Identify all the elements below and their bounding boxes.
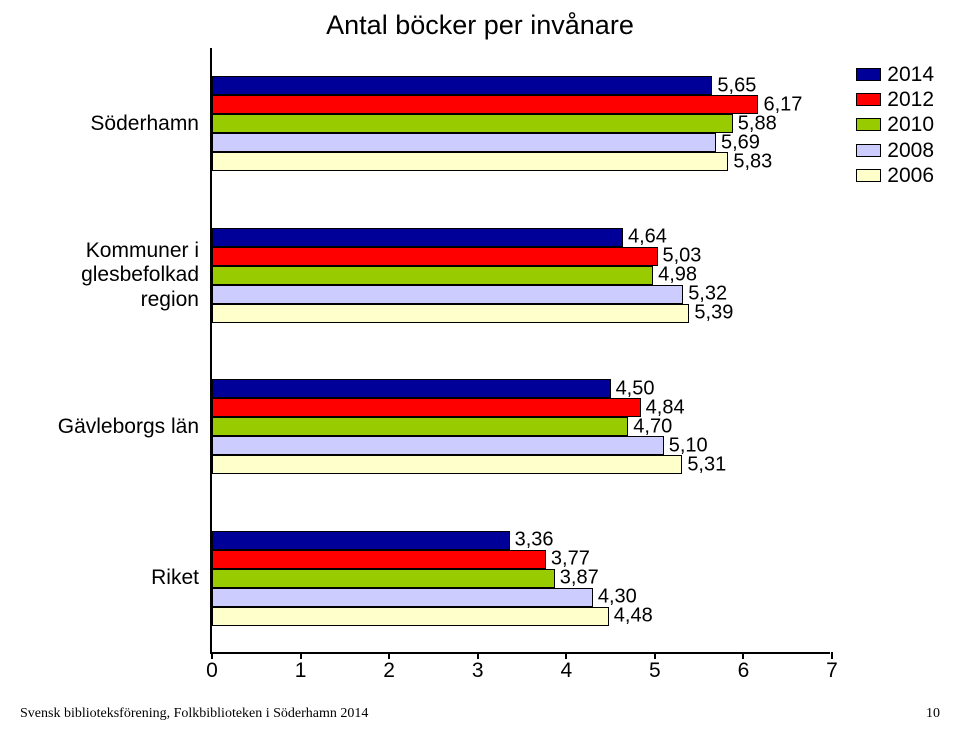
bar: 5,65 <box>212 76 712 95</box>
page-footer: Svensk biblioteksförening, Folkbibliotek… <box>20 706 940 722</box>
x-tick-label: 6 <box>738 652 750 683</box>
bar: 5,10 <box>212 436 664 455</box>
bar: 5,39 <box>212 304 689 323</box>
bar-value-label: 5,31 <box>681 453 726 476</box>
legend-label: 2006 <box>887 163 934 188</box>
x-tick-label: 0 <box>206 652 218 683</box>
bar: 4,70 <box>212 417 628 436</box>
legend-label: 2010 <box>887 112 934 137</box>
bar-value-label: 5,65 <box>711 74 756 97</box>
footer-source: Svensk biblioteksförening, Folkbibliotek… <box>20 706 368 722</box>
bar: 4,84 <box>212 398 641 417</box>
bar-value-label: 4,48 <box>608 605 653 628</box>
legend-item: 2014 <box>856 62 934 87</box>
category-label: Gävleborgs län <box>58 415 199 439</box>
legend-swatch <box>856 68 881 81</box>
y-axis-labels: Söderhamn Kommuner iglesbefolkad region Gä… <box>20 48 205 654</box>
footer-page-number: 10 <box>926 706 940 722</box>
bar-value-label: 5,39 <box>688 302 733 325</box>
legend: 20142012201020082006 <box>856 62 934 188</box>
x-tick-label: 5 <box>649 652 661 683</box>
legend-swatch <box>856 93 881 106</box>
bar: 3,87 <box>212 569 555 588</box>
legend-item: 2010 <box>856 112 934 137</box>
x-tick-label: 4 <box>560 652 572 683</box>
x-tick-label: 7 <box>826 652 838 683</box>
bar: 5,88 <box>212 114 733 133</box>
legend-label: 2012 <box>887 87 934 112</box>
bar: 5,03 <box>212 247 658 266</box>
x-tick-label: 1 <box>295 652 307 683</box>
legend-item: 2012 <box>856 87 934 112</box>
bar: 4,48 <box>212 607 609 626</box>
bar: 3,77 <box>212 550 546 569</box>
legend-swatch <box>856 144 881 157</box>
bar: 5,83 <box>212 152 728 171</box>
legend-label: 2014 <box>887 62 934 87</box>
chart-container: Antal böcker per invånare Söderhamn Kommu… <box>20 10 940 690</box>
legend-swatch <box>856 169 881 182</box>
bar: 4,50 <box>212 379 611 398</box>
bar: 4,98 <box>212 266 653 285</box>
plot-area: 012345675,656,175,885,695,834,645,034,98… <box>210 48 830 654</box>
category-label: Söderhamn <box>90 112 199 136</box>
x-tick-label: 3 <box>472 652 484 683</box>
bar: 5,69 <box>212 133 716 152</box>
bar: 6,17 <box>212 95 758 114</box>
bar: 5,32 <box>212 285 683 304</box>
legend-swatch <box>856 118 881 131</box>
bar: 4,64 <box>212 228 623 247</box>
bar: 5,31 <box>212 455 682 474</box>
legend-label: 2008 <box>887 138 934 163</box>
bar: 4,30 <box>212 588 593 607</box>
chart-title: Antal böcker per invånare <box>20 10 940 41</box>
legend-item: 2006 <box>856 163 934 188</box>
category-label: Riket <box>151 566 199 590</box>
category-label: Kommuner iglesbefolkad region <box>20 239 199 311</box>
x-tick-label: 2 <box>383 652 395 683</box>
bar: 3,36 <box>212 531 510 550</box>
bar-value-label: 5,83 <box>727 150 772 173</box>
legend-item: 2008 <box>856 138 934 163</box>
